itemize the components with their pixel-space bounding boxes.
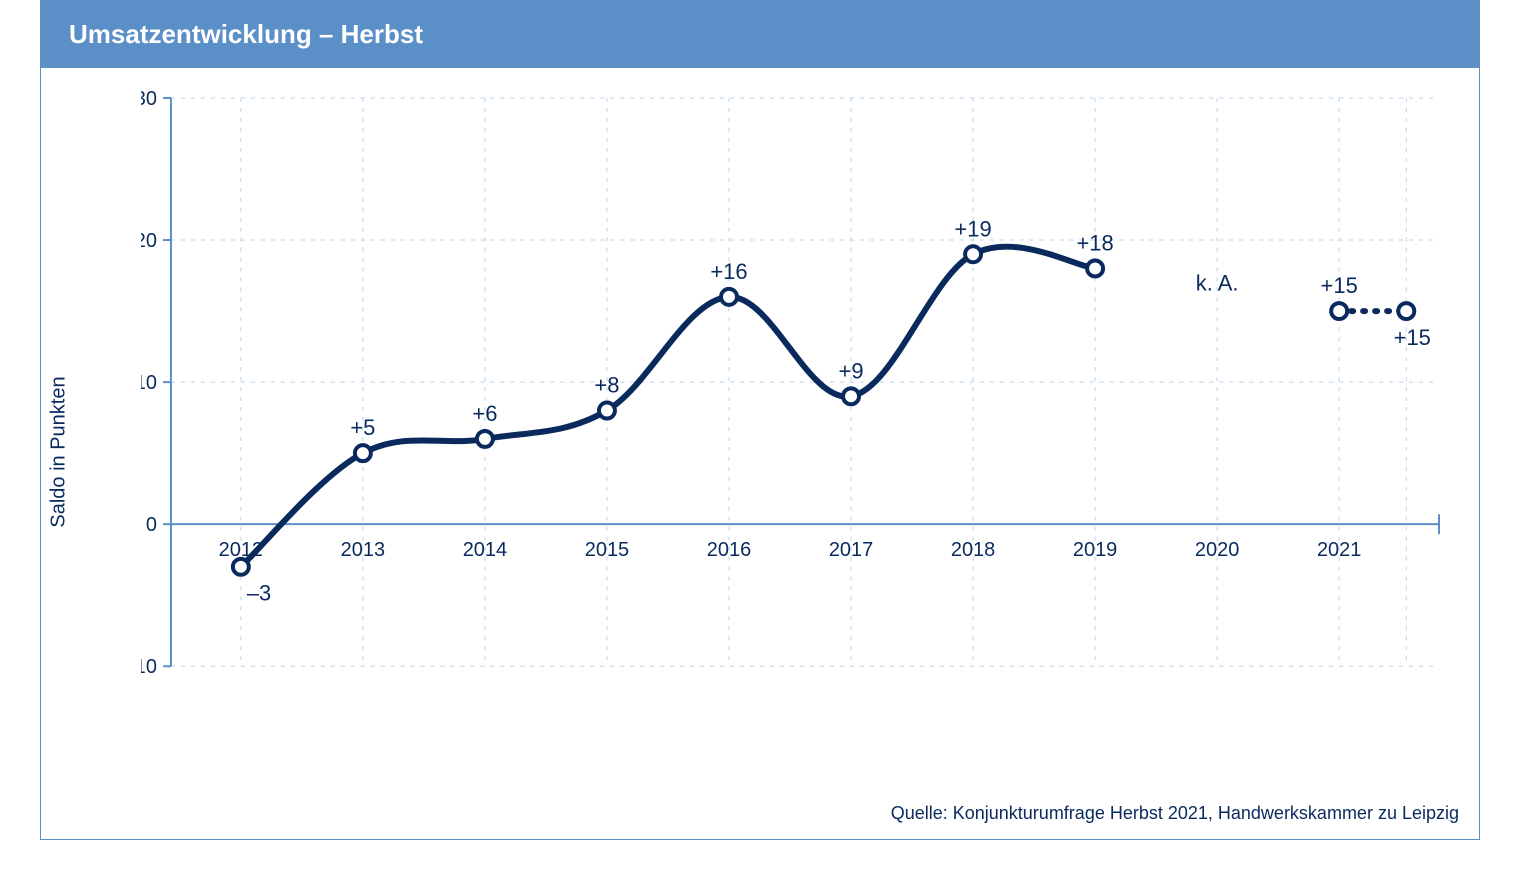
data-point-marker	[1087, 260, 1103, 276]
data-point-label: +6	[472, 401, 497, 426]
data-point-marker	[965, 246, 981, 262]
source-text: Quelle: Konjunkturumfrage Herbst 2021, H…	[891, 803, 1459, 824]
data-point-label: –3	[247, 581, 271, 606]
forecast-point-marker	[1331, 303, 1347, 319]
data-point-marker	[233, 559, 249, 575]
data-point-label: +16	[710, 259, 747, 284]
data-point-label: +19	[954, 216, 991, 241]
x-tick-label: 2013	[341, 539, 385, 561]
chart-container: Umsatzentwicklung – Herbst Saldo in Punk…	[40, 0, 1480, 840]
x-tick-label: 2017	[829, 539, 873, 561]
x-tick-label: 2014	[463, 539, 507, 561]
chart-header: Umsatzentwicklung – Herbst	[41, 1, 1479, 68]
data-point-marker	[843, 388, 859, 404]
forecast-point-label: +15	[1394, 325, 1431, 350]
y-tick-label: –10	[141, 656, 157, 678]
chart-title: Umsatzentwicklung – Herbst	[69, 19, 423, 49]
data-point-label: +8	[594, 373, 619, 398]
data-point-label: +18	[1076, 231, 1113, 256]
data-point-marker	[355, 445, 371, 461]
y-tick-label: 10	[141, 372, 157, 394]
y-tick-label: 0	[146, 514, 157, 536]
chart-body: Saldo in Punkten –1001020302012201320142…	[41, 68, 1479, 836]
x-tick-label: 2016	[707, 539, 751, 561]
forecast-point-marker	[1398, 303, 1414, 319]
y-tick-label: 30	[141, 88, 157, 110]
data-point-marker	[721, 289, 737, 305]
main-series-line	[241, 247, 1095, 567]
data-point-label: +9	[839, 358, 864, 383]
plot-area: –100102030201220132014201520162017201820…	[141, 88, 1449, 746]
line-chart-svg: –100102030201220132014201520162017201820…	[141, 88, 1449, 746]
x-tick-label: 2018	[951, 539, 995, 561]
y-axis-label: Saldo in Punkten	[48, 376, 71, 527]
x-tick-label: 2020	[1195, 539, 1239, 561]
x-tick-label: 2021	[1317, 539, 1361, 561]
data-point-marker	[477, 431, 493, 447]
data-point-label: +5	[350, 415, 375, 440]
gap-label: k. A.	[1196, 271, 1239, 296]
forecast-point-label: +15	[1321, 273, 1358, 298]
y-tick-label: 20	[141, 230, 157, 252]
x-tick-label: 2015	[585, 539, 629, 561]
x-tick-label: 2019	[1073, 539, 1117, 561]
data-point-marker	[599, 403, 615, 419]
